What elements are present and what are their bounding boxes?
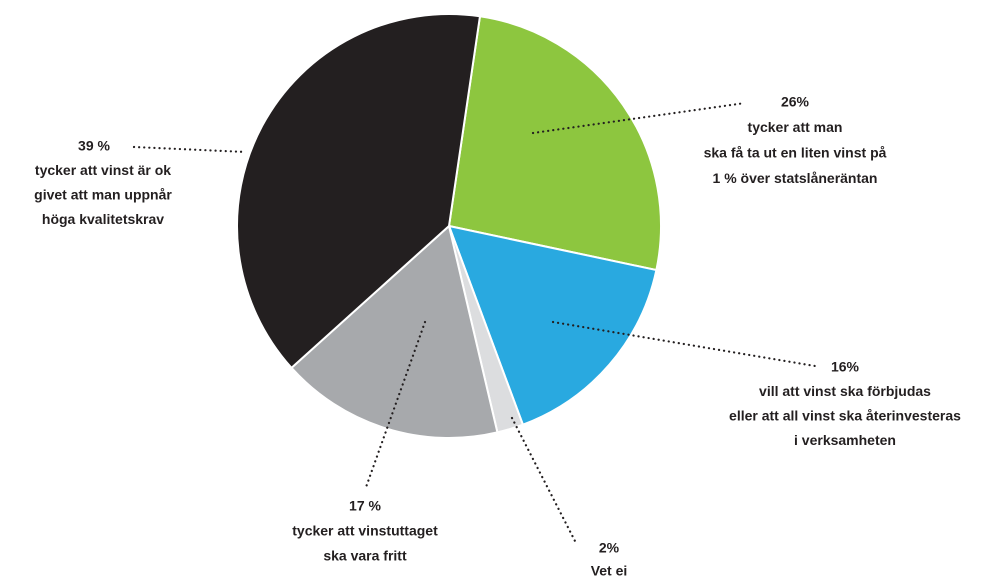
pie-slice [447,224,658,426]
slice-label: tycker att vinstuttaget [292,523,438,539]
leader-line [363,320,427,492]
slice-label: givet att man uppnår [34,187,172,203]
leader-line [531,101,747,135]
slice-label: Vet ei [591,563,628,579]
pie-slice [447,15,662,272]
slice-label: i verksamheten [794,432,896,448]
slice-label: tycker att man [748,119,843,135]
pie-slice [290,224,499,439]
pie-slice [236,13,482,370]
leader-line [132,145,248,154]
value-label: 39 % [78,138,110,154]
leader-line [551,320,817,368]
slice-label: ska vara fritt [323,548,407,564]
value-label: 26% [781,94,810,110]
value-label: 17 % [349,498,381,514]
value-label: 2% [599,540,620,556]
value-label: 16% [831,359,860,375]
leader-line [510,416,579,547]
slice-label: tycker att vinst är ok [35,162,171,178]
slice-label: 1 % över statslåneräntan [713,170,878,186]
slice-label: vill att vinst ska förbjudas [759,383,931,399]
slice-label: eller att all vinst ska återinvesteras [729,408,961,424]
slice-label: ska få ta ut en liten vinst på [704,145,887,161]
slice-label: höga kvalitetskrav [42,211,164,227]
